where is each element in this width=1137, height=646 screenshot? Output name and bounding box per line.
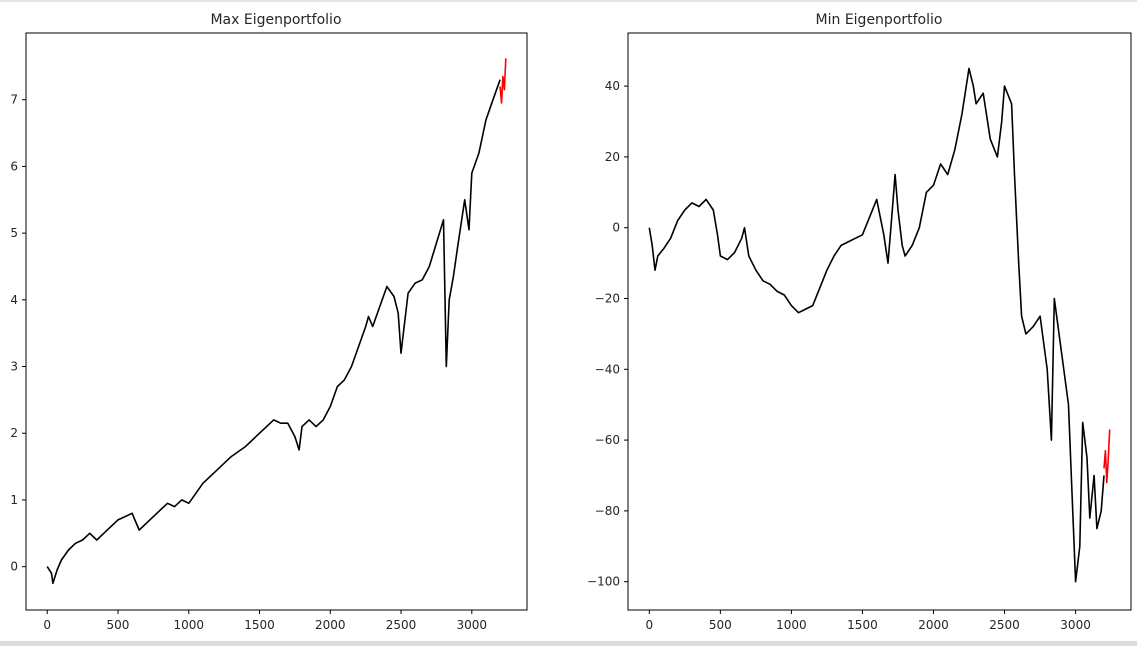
y-tick-label: 0 — [612, 221, 620, 235]
x-ticks: 0 500 1000 1500 2000 2500 3000 — [43, 610, 487, 632]
x-tick-label: 2000 — [315, 618, 346, 632]
series-layer — [648, 67, 1111, 583]
plot-frame — [627, 32, 1132, 611]
plot-frame — [25, 32, 528, 611]
y-tick-label: −20 — [595, 291, 620, 305]
series-line-1 — [499, 58, 507, 104]
x-tick-label: 2500 — [989, 618, 1020, 632]
y-tick-label: 3 — [10, 360, 18, 374]
cell-top-border — [0, 0, 1137, 2]
x-ticks: 0 500 1000 1500 2000 2500 3000 — [645, 610, 1091, 632]
chart-max-eigenportfolio: Max Eigenportfolio 0 500 1000 1500 2000 2500 3… — [10, 12, 528, 632]
y-tick-label: 1 — [10, 493, 18, 507]
x-tick-label: 0 — [645, 618, 653, 632]
chart-min-eigenportfolio: Min Eigenportfolio 0 500 1000 1500 2000 2500 3… — [587, 12, 1132, 632]
y-tick-label: 2 — [10, 426, 18, 440]
x-tick-label: 2500 — [386, 618, 417, 632]
chart-title: Max Eigenportfolio — [210, 12, 341, 28]
y-tick-label: 6 — [10, 159, 18, 173]
y-tick-label: −60 — [595, 433, 620, 447]
y-tick-label: −40 — [595, 362, 620, 376]
x-tick-label: 500 — [107, 618, 130, 632]
series-line-0 — [46, 79, 501, 585]
x-tick-label: 1000 — [776, 618, 807, 632]
y-tick-label: 0 — [10, 560, 18, 574]
y-tick-label: −100 — [587, 575, 620, 589]
cell-bottom-border — [0, 641, 1137, 646]
x-tick-label: 2000 — [918, 618, 949, 632]
y-tick-label: 40 — [605, 79, 620, 93]
x-tick-label: 1000 — [173, 618, 204, 632]
y-ticks: 0 1 2 3 4 5 6 7 — [10, 93, 26, 574]
chart-title: Min Eigenportfolio — [816, 12, 943, 28]
series-line-1 — [1103, 429, 1111, 484]
x-tick-label: 1500 — [244, 618, 275, 632]
y-ticks: −100 −80 −60 −40 −20 0 20 40 — [587, 79, 628, 589]
y-tick-label: 20 — [605, 150, 620, 164]
y-tick-label: −80 — [595, 504, 620, 518]
x-tick-label: 3000 — [1060, 618, 1091, 632]
series-line-0 — [648, 67, 1105, 583]
y-tick-label: 5 — [10, 226, 18, 240]
series-layer — [46, 58, 507, 585]
x-tick-label: 1500 — [847, 618, 878, 632]
x-tick-label: 3000 — [457, 618, 488, 632]
y-tick-label: 7 — [10, 93, 18, 107]
y-tick-label: 4 — [10, 293, 18, 307]
x-tick-label: 500 — [709, 618, 732, 632]
x-tick-label: 0 — [43, 618, 51, 632]
